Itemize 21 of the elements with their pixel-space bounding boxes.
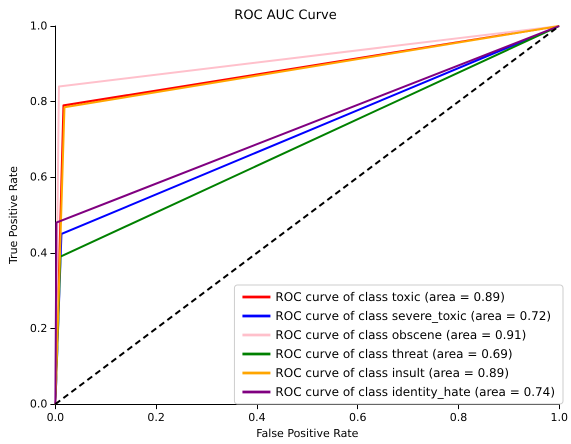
legend-label: ROC curve of class threat (area = 0.69) <box>275 347 513 361</box>
x-tick-label: 0.6 <box>348 411 366 424</box>
x-tick-label: 0.8 <box>450 411 468 424</box>
y-tick-label: 0.6 <box>30 170 48 184</box>
x-tick-label: 0.4 <box>248 411 266 424</box>
x-axis-title: False Positive Rate <box>256 427 359 440</box>
chart-title: ROC AUC Curve <box>234 8 337 23</box>
x-tick-label: 0.2 <box>147 411 165 424</box>
legend-label: ROC curve of class identity_hate (area = 0.74) <box>275 385 556 399</box>
y-tick-label: 0.0 <box>30 398 48 411</box>
y-tick-label: 0.8 <box>30 95 48 108</box>
legend-label: ROC curve of class toxic (area = 0.89) <box>275 290 505 304</box>
legend-label: ROC curve of class insult (area = 0.89) <box>275 366 510 380</box>
legend-label: ROC curve of class severe_toxic (area = 0.72) <box>275 309 552 323</box>
y-tick-label: 1.0 <box>30 20 48 32</box>
x-tick-label: 0.0 <box>46 411 64 424</box>
y-axis-title: True Positive Rate <box>7 166 20 266</box>
legend-label: ROC curve of class obscene (area = 0.91) <box>275 328 526 342</box>
y-tick-label: 0.4 <box>30 246 48 260</box>
x-tick-label: 1.0 <box>550 411 568 424</box>
y-tick-label: 0.2 <box>30 322 48 335</box>
